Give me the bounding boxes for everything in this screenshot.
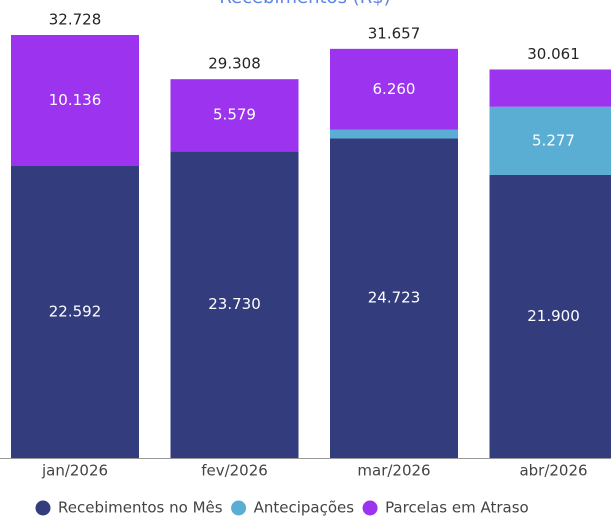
data-label: 22.592 (49, 303, 102, 321)
total-label: 29.308 (208, 55, 261, 73)
x-tick-label: abr/2026 (519, 462, 587, 480)
bar-segment (489, 69, 611, 107)
data-label: 23.730 (208, 295, 261, 313)
legend-marker (231, 500, 247, 516)
data-label: 24.723 (368, 289, 421, 307)
legend-marker (35, 500, 51, 516)
legend-label: Antecipações (254, 499, 355, 517)
data-label: 21.900 (527, 307, 580, 325)
bar-segment (489, 174, 611, 458)
legend-marker (362, 500, 378, 516)
bar-segment (11, 35, 139, 167)
x-tick-label: fev/2026 (201, 462, 268, 480)
data-label: 10.136 (49, 91, 102, 109)
total-label: 32.728 (49, 11, 102, 29)
legend-label: Parcelas em Atraso (385, 499, 529, 517)
total-label: 30.061 (527, 45, 580, 63)
data-label: 6.260 (373, 80, 416, 98)
x-tick-label: mar/2026 (357, 462, 430, 480)
bar-segment (170, 151, 299, 458)
x-tick-label: jan/2026 (41, 462, 108, 480)
legend-label: Recebimentos no Mês (58, 499, 223, 517)
bar-segment (11, 166, 139, 458)
bar-segment (170, 79, 299, 152)
total-label: 31.657 (368, 24, 421, 42)
bar-segment (330, 48, 458, 130)
bar-segment (330, 138, 458, 458)
bar-segment (489, 106, 611, 175)
bar-segment (330, 129, 458, 139)
chart-title: Recebimentos (R$) (219, 0, 390, 8)
data-label: 5.579 (213, 106, 256, 124)
data-label: 5.277 (532, 131, 575, 149)
